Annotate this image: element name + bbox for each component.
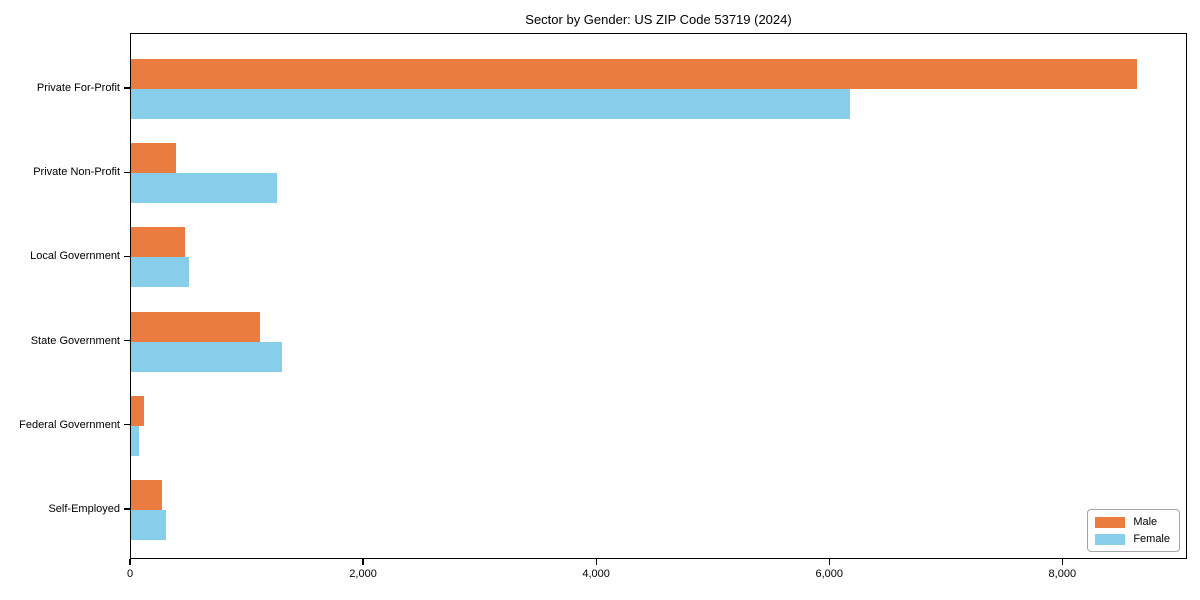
bar-male [131, 59, 1137, 89]
bar-female [131, 510, 166, 540]
legend-swatch-male [1095, 516, 1126, 528]
y-tick [124, 255, 130, 257]
y-axis-label: Private Non-Profit [33, 166, 120, 179]
y-axis-label: Local Government [30, 250, 120, 263]
y-tick [124, 171, 130, 173]
bar-male [131, 227, 185, 258]
plot-area: Male Female [130, 33, 1187, 559]
bar-female [131, 173, 277, 204]
y-axis-label: Private For-Profit [36, 82, 120, 94]
y-axis-label: Federal Government [19, 418, 120, 431]
x-tick [1061, 559, 1063, 565]
x-axis-label: 8,000 [1048, 568, 1077, 580]
legend-item-male: Male [1095, 516, 1170, 528]
x-tick [595, 559, 597, 565]
legend-label-female: Female [1133, 533, 1170, 545]
legend-item-female: Female [1095, 533, 1170, 545]
legend-swatch-female [1095, 533, 1126, 545]
bar-male [131, 480, 163, 510]
y-axis-label: State Government [30, 334, 120, 347]
bar-female [131, 89, 851, 119]
bar-male [131, 311, 261, 342]
legend: Male Female [1087, 509, 1180, 552]
legend-label-male: Male [1133, 516, 1158, 528]
bar-female [131, 425, 140, 456]
bar-female [131, 257, 190, 288]
x-tick [828, 559, 830, 565]
y-tick [124, 508, 130, 510]
y-axis-label: Self-Employed [48, 503, 120, 515]
y-tick [124, 87, 130, 89]
x-axis-label: 0 [126, 568, 134, 580]
bar-female [131, 341, 283, 372]
bar-male [131, 143, 177, 174]
x-axis-label: 6,000 [815, 568, 843, 580]
bar-male [131, 395, 144, 426]
x-tick [362, 559, 364, 565]
y-tick [124, 340, 130, 342]
x-axis-label: 4,000 [582, 568, 610, 580]
y-tick [124, 424, 130, 426]
chart-title: Sector by Gender: US ZIP Code 53719 (202… [525, 12, 792, 27]
x-axis-label: 2,000 [349, 568, 377, 580]
x-tick [129, 559, 131, 565]
